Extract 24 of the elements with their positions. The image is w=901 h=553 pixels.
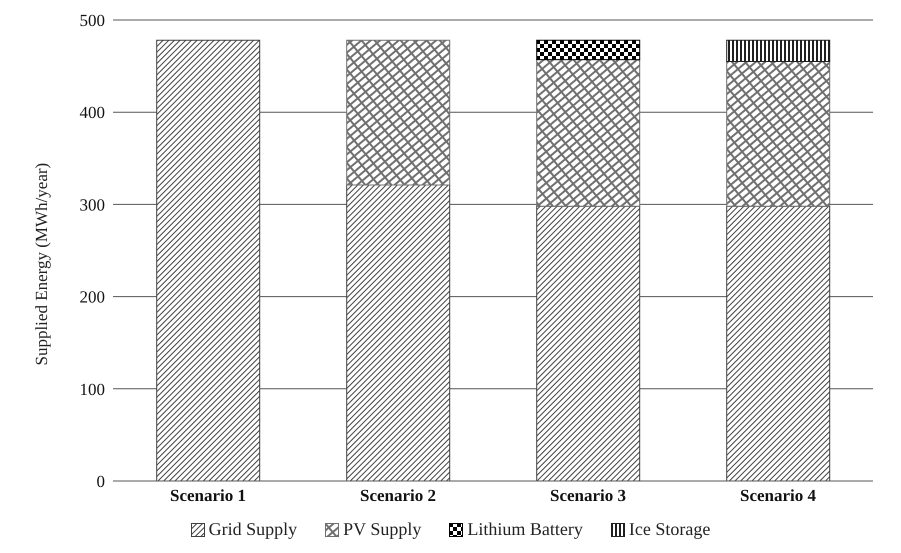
bar bbox=[536, 59, 640, 207]
bar bbox=[346, 40, 450, 186]
legend-label: Ice Storage bbox=[628, 519, 710, 540]
y-axis-title: Supplied Energy (MWh/year) bbox=[32, 162, 52, 366]
bar bbox=[726, 60, 830, 207]
y-tick-label: 0 bbox=[96, 472, 105, 492]
bar bbox=[346, 184, 450, 481]
bar bbox=[726, 40, 830, 62]
legend-label: PV Supply bbox=[342, 519, 422, 540]
y-tick-label: 200 bbox=[80, 288, 105, 307]
x-tick-label: Scenario 3 bbox=[550, 486, 626, 506]
x-tick-label: Scenario 4 bbox=[740, 486, 817, 506]
y-tick-label: 300 bbox=[80, 195, 105, 214]
y-tick-label: 100 bbox=[80, 380, 105, 399]
y-tick-label: 500 bbox=[80, 11, 105, 30]
x-tick-label: Scenario 1 bbox=[170, 486, 246, 506]
bar bbox=[156, 40, 260, 481]
bar bbox=[726, 206, 830, 481]
x-tick-label: Scenario 2 bbox=[360, 486, 436, 506]
legend-label: Grid Supply bbox=[208, 519, 298, 540]
bar bbox=[536, 40, 640, 60]
y-tick-label: 400 bbox=[80, 103, 105, 122]
bar bbox=[536, 206, 640, 481]
legend-label: Lithium Battery bbox=[466, 519, 583, 540]
